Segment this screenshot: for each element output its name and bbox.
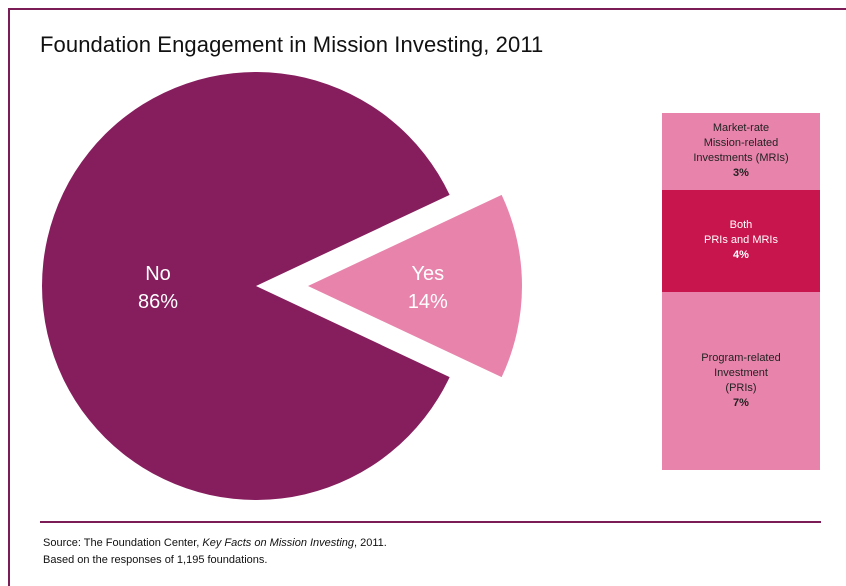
source-suffix: , 2011. bbox=[354, 537, 387, 549]
source-note: Source: The Foundation Center, Key Facts… bbox=[43, 535, 387, 569]
source-prefix: Source: The Foundation Center, bbox=[43, 537, 203, 549]
pie-slice-yes bbox=[308, 194, 522, 378]
segment-pris-value: 7% bbox=[733, 396, 749, 409]
segment-both-label-2: PRIs and MRIs bbox=[704, 234, 778, 246]
segment-pris-label-1: Program-related bbox=[701, 351, 781, 364]
pie-label-no: No bbox=[145, 263, 171, 285]
segment-pris: Program-related Investment (PRIs) 7% bbox=[662, 291, 820, 470]
chart-frame bbox=[8, 8, 846, 586]
segment-mris-label-1: Market-rate bbox=[712, 122, 770, 135]
segment-mris-label-3: Investments (MRIs) bbox=[693, 152, 789, 165]
source-publication: Key Facts on Mission Investing bbox=[202, 537, 355, 549]
chart-title: Foundation Engagement in Mission Investi… bbox=[40, 32, 544, 57]
segment-both-value: 4% bbox=[733, 249, 749, 261]
pie-value-yes: 14% bbox=[408, 291, 448, 313]
source-line-2: Based on the responses of 1,195 foundati… bbox=[43, 554, 268, 566]
breakdown-stack: Market-rate Mission-related Investments … bbox=[662, 113, 820, 470]
pie-slice-no bbox=[42, 71, 450, 500]
pie-label-yes: Yes bbox=[412, 263, 445, 285]
segment-mris: Market-rate Mission-related Investments … bbox=[662, 113, 820, 190]
pie-value-no: 86% bbox=[138, 291, 178, 313]
segment-mris-value: 3% bbox=[733, 167, 749, 180]
segment-both-label-1: Both bbox=[729, 219, 753, 231]
footer-rule bbox=[40, 521, 821, 523]
source-line-1: Source: The Foundation Center, Key Facts… bbox=[43, 535, 387, 552]
segment-pris-label-2: Investment bbox=[714, 366, 768, 379]
segment-both: Both PRIs and MRIs 4% bbox=[662, 189, 820, 292]
segment-mris-label-2: Mission-related bbox=[703, 137, 779, 150]
segment-pris-label-3: (PRIs) bbox=[725, 381, 757, 394]
